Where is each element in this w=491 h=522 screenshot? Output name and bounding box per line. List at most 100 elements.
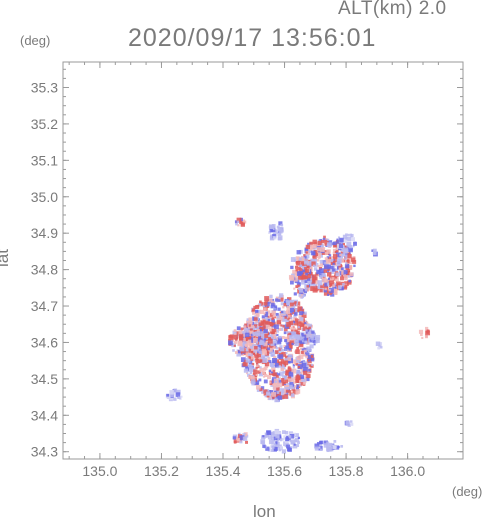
echo-cell — [316, 247, 322, 252]
echo-cell — [259, 387, 263, 392]
echo-cell — [299, 264, 303, 268]
echo-cell — [304, 323, 310, 329]
echo-cell — [285, 345, 290, 350]
echo-cell — [259, 367, 264, 372]
echo-cell — [250, 324, 254, 329]
echo-cell — [295, 268, 299, 272]
echo-cell — [323, 291, 329, 296]
echo-cell — [342, 234, 347, 239]
echo-cell — [306, 285, 310, 288]
echo-cell — [293, 314, 297, 318]
y-tick-label: 34.3 — [31, 444, 58, 460]
echo-cell — [341, 267, 344, 271]
echo-cell — [238, 432, 241, 436]
echo-cell — [239, 435, 245, 441]
echo-cell — [243, 328, 249, 333]
echo-cell — [314, 446, 319, 451]
echo-cell — [269, 381, 272, 384]
echo-cell — [301, 323, 305, 327]
echo-cell — [306, 346, 311, 352]
echo-cell — [342, 275, 348, 280]
echo-cell — [345, 262, 348, 265]
echo-cell — [280, 361, 286, 367]
echo-cell — [286, 384, 292, 389]
echo-cell — [324, 287, 327, 291]
echo-region-14 — [234, 217, 247, 227]
echo-cell — [285, 310, 291, 315]
echo-region-7 — [260, 428, 300, 454]
echo-cell — [303, 320, 308, 325]
echo-cell — [272, 369, 276, 373]
echo-cell — [280, 223, 284, 227]
echo-cell — [258, 378, 262, 382]
echo-cell — [269, 298, 273, 302]
echo-cell — [271, 392, 276, 397]
echo-cell — [303, 337, 308, 342]
echo-cell — [253, 322, 256, 325]
echo-cell — [301, 379, 306, 384]
echo-cell — [294, 265, 298, 269]
echo-cell — [177, 396, 181, 400]
echo-cell — [266, 391, 271, 396]
echo-cell — [290, 257, 296, 263]
echo-cell — [300, 257, 305, 262]
echo-cell — [284, 384, 289, 389]
echo-cell — [288, 320, 294, 326]
echo-cell — [328, 254, 332, 257]
echo-cell — [303, 254, 306, 257]
echo-cell — [276, 387, 280, 391]
echo-cell — [305, 341, 310, 345]
echo-cell — [233, 329, 237, 332]
echo-cell — [260, 355, 266, 360]
echo-cell — [297, 364, 303, 370]
x-tick-label: 136.0 — [390, 463, 425, 479]
echo-cell — [339, 246, 344, 251]
echo-cell — [300, 371, 303, 375]
echo-cell — [263, 342, 268, 347]
echo-cell — [257, 344, 262, 350]
echo-cell — [290, 304, 296, 309]
echo-cell — [255, 313, 260, 317]
echo-cell — [307, 282, 312, 287]
echo-cell — [326, 446, 331, 452]
echo-cell — [253, 330, 256, 333]
echo-cell — [276, 339, 282, 345]
echo-cell — [290, 280, 294, 285]
echo-cell — [297, 284, 300, 288]
echo-cell — [243, 341, 248, 347]
echo-cell — [287, 332, 292, 337]
echo-cell — [316, 442, 320, 445]
echo-cell — [343, 237, 346, 241]
echo-cell — [315, 334, 321, 340]
echo-cell — [248, 375, 252, 379]
echo-cell — [263, 307, 267, 311]
echo-layer — [165, 217, 431, 454]
echo-cell — [306, 265, 310, 270]
echo-cell — [251, 309, 255, 313]
echo-cell — [268, 321, 273, 327]
echo-cell — [247, 373, 251, 377]
echo-cell — [269, 228, 273, 233]
echo-cell — [352, 245, 355, 248]
echo-cell — [314, 262, 319, 267]
altitude-label: ALT(km) 2.0 — [338, 0, 447, 19]
echo-cell — [276, 444, 280, 447]
echo-cell — [344, 284, 348, 288]
echo-cell — [323, 264, 329, 270]
echo-cell — [324, 261, 329, 267]
echo-cell — [289, 433, 295, 439]
echo-cell — [351, 257, 356, 262]
echo-cell — [310, 357, 315, 362]
echo-cell — [286, 338, 290, 342]
echo-cell — [278, 371, 284, 377]
echo-cell — [297, 441, 300, 444]
echo-cell — [334, 286, 337, 290]
echo-cell — [324, 243, 327, 246]
echo-cell — [274, 397, 280, 403]
echo-cell — [335, 281, 341, 287]
echo-cell — [338, 264, 343, 269]
echo-cell — [292, 364, 296, 367]
echo-cell — [379, 345, 383, 349]
echo-cell — [256, 387, 262, 393]
echo-cell — [314, 338, 320, 343]
